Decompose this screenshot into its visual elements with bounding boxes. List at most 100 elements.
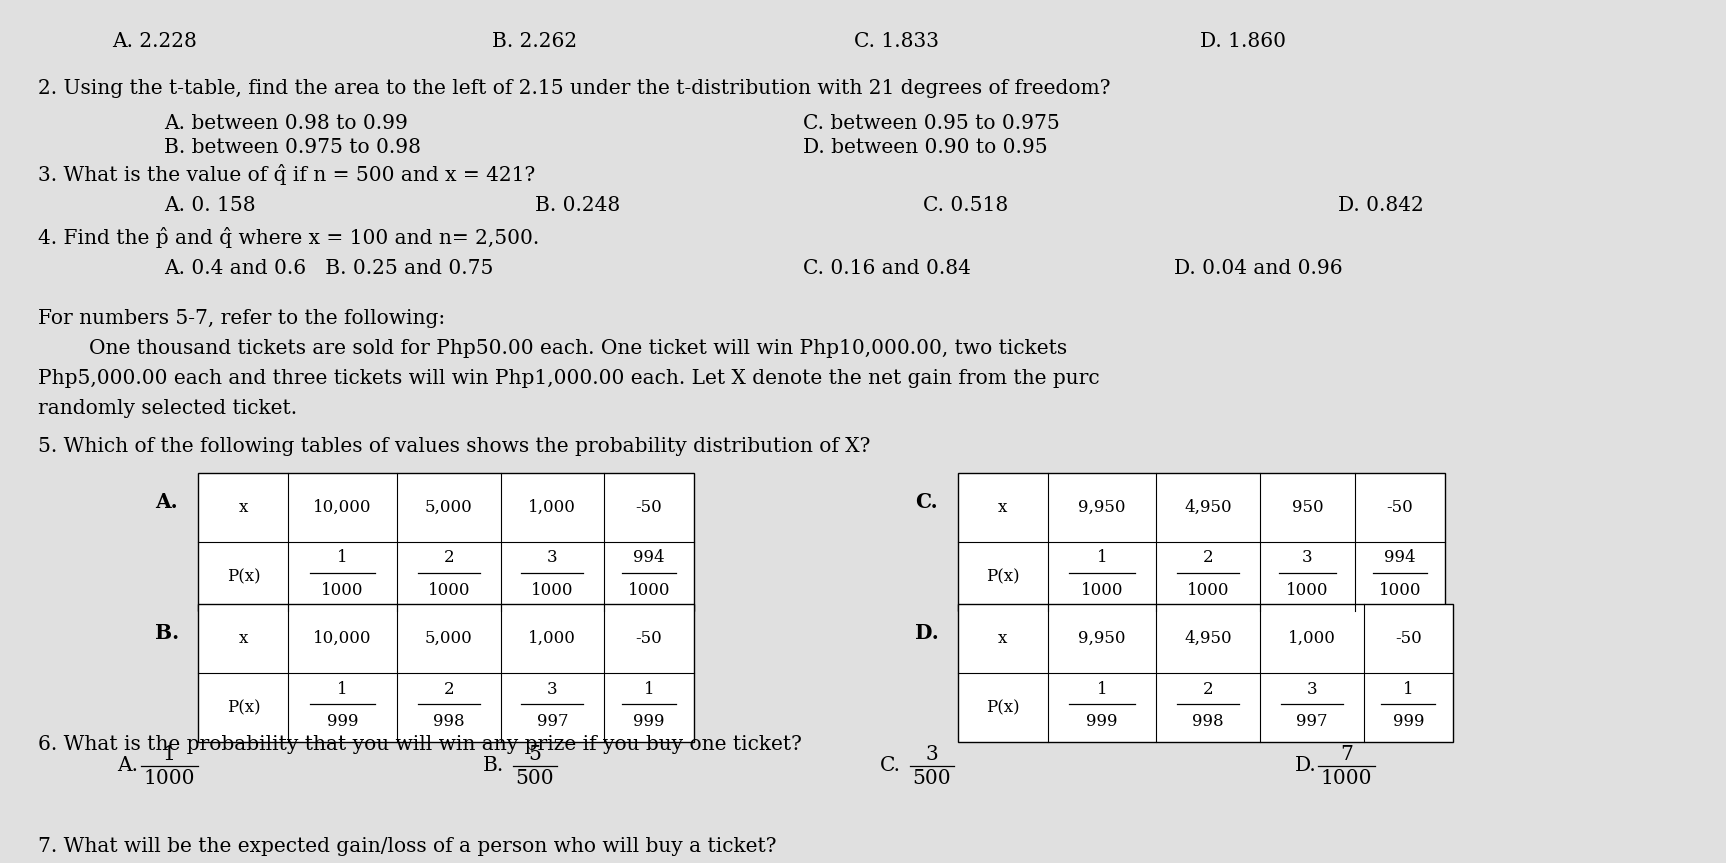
Text: 1000: 1000 [1320, 769, 1372, 788]
Text: A. 0.4 and 0.6   B. 0.25 and 0.75: A. 0.4 and 0.6 B. 0.25 and 0.75 [164, 259, 494, 278]
Text: x: x [238, 630, 249, 647]
Text: 999: 999 [633, 713, 665, 730]
Text: 1000: 1000 [143, 769, 195, 788]
Bar [198, 604, 694, 742]
Text: 3: 3 [1307, 681, 1317, 697]
Text: A. 0. 158: A. 0. 158 [164, 196, 255, 215]
Text: 1: 1 [1403, 681, 1414, 697]
Text: 5. Which of the following tables of values shows the probability distribution of: 5. Which of the following tables of valu… [38, 437, 870, 456]
Text: 1: 1 [337, 681, 349, 697]
Text: 1: 1 [337, 550, 349, 566]
Bar [198, 473, 694, 611]
Text: 1: 1 [1096, 550, 1108, 566]
Bar [958, 604, 1453, 742]
Text: 500: 500 [913, 769, 951, 788]
Text: x: x [238, 499, 249, 516]
Text: 998: 998 [1193, 713, 1224, 730]
Text: 9,950: 9,950 [1079, 630, 1125, 647]
Text: 500: 500 [516, 769, 554, 788]
Text: A. between 0.98 to 0.99: A. between 0.98 to 0.99 [164, 114, 407, 133]
Text: D. 0.04 and 0.96: D. 0.04 and 0.96 [1174, 259, 1343, 278]
Text: Php5,000.00 each and three tickets will win Php1,000.00 each. Let X denote the n: Php5,000.00 each and three tickets will … [38, 369, 1099, 387]
Text: 7: 7 [1339, 745, 1353, 764]
Text: 1000: 1000 [1080, 582, 1124, 599]
Text: P(x): P(x) [226, 568, 261, 585]
Text: 10,000: 10,000 [314, 630, 371, 647]
Text: B. 2.262: B. 2.262 [492, 32, 576, 51]
Text: 1: 1 [1096, 681, 1108, 697]
Text: 4. Find the p̂ and q̂ where x = 100 and n= 2,500.: 4. Find the p̂ and q̂ where x = 100 and … [38, 227, 539, 248]
Text: 9,950: 9,950 [1079, 499, 1125, 516]
Text: 997: 997 [537, 713, 568, 730]
Text: 3: 3 [1301, 550, 1313, 566]
Text: 950: 950 [1291, 499, 1324, 516]
Text: 7. What will be the expected gain/loss of a person who will buy a ticket?: 7. What will be the expected gain/loss o… [38, 837, 777, 856]
Text: P(x): P(x) [226, 699, 261, 716]
Text: 10,000: 10,000 [314, 499, 371, 516]
Text: 999: 999 [1393, 713, 1424, 730]
Text: C. 1.833: C. 1.833 [854, 32, 939, 51]
Text: One thousand tickets are sold for Php50.00 each. One ticket will win Php10,000.0: One thousand tickets are sold for Php50.… [38, 339, 1067, 358]
Text: For numbers 5-7, refer to the following:: For numbers 5-7, refer to the following: [38, 309, 445, 328]
Bar [958, 473, 1445, 611]
Text: B. 0.248: B. 0.248 [535, 196, 620, 215]
Text: A.: A. [117, 756, 138, 775]
Text: 1,000: 1,000 [528, 499, 576, 516]
Text: 5: 5 [528, 745, 542, 764]
Text: A. 2.228: A. 2.228 [112, 32, 197, 51]
Text: 999: 999 [1086, 713, 1118, 730]
Text: 1000: 1000 [321, 582, 364, 599]
Text: C. between 0.95 to 0.975: C. between 0.95 to 0.975 [803, 114, 1060, 133]
Text: 5,000: 5,000 [425, 630, 473, 647]
Text: 2: 2 [444, 550, 454, 566]
Text: 994: 994 [633, 550, 665, 566]
Text: randomly selected ticket.: randomly selected ticket. [38, 399, 297, 418]
Text: 1,000: 1,000 [528, 630, 576, 647]
Text: 3: 3 [547, 550, 557, 566]
Text: -50: -50 [1386, 499, 1414, 516]
Text: 999: 999 [326, 713, 359, 730]
Text: B. between 0.975 to 0.98: B. between 0.975 to 0.98 [164, 138, 421, 157]
Text: 6. What is the probability that you will win any prize if you buy one ticket?: 6. What is the probability that you will… [38, 735, 803, 754]
Text: -50: -50 [635, 499, 663, 516]
Text: A.: A. [155, 492, 178, 512]
Text: D. between 0.90 to 0.95: D. between 0.90 to 0.95 [803, 138, 1048, 157]
Text: D. 0.842: D. 0.842 [1338, 196, 1424, 215]
Text: D.: D. [915, 623, 939, 643]
Text: 5,000: 5,000 [425, 499, 473, 516]
Text: 1000: 1000 [1187, 582, 1229, 599]
Text: 1: 1 [162, 745, 176, 764]
Text: P(x): P(x) [986, 699, 1020, 716]
Text: 1000: 1000 [628, 582, 670, 599]
Text: 4,950: 4,950 [1184, 499, 1232, 516]
Text: P(x): P(x) [986, 568, 1020, 585]
Text: 1,000: 1,000 [1288, 630, 1336, 647]
Text: 2: 2 [1203, 550, 1213, 566]
Text: -50: -50 [635, 630, 663, 647]
Text: 1000: 1000 [1379, 582, 1420, 599]
Text: C.: C. [915, 492, 937, 512]
Text: 1000: 1000 [1286, 582, 1329, 599]
Text: 2. Using the t-table, find the area to the left of 2.15 under the t-distribution: 2. Using the t-table, find the area to t… [38, 79, 1110, 98]
Text: 1000: 1000 [532, 582, 573, 599]
Text: 998: 998 [433, 713, 464, 730]
Text: D.: D. [1294, 756, 1317, 775]
Text: 2: 2 [1203, 681, 1213, 697]
Text: 4,950: 4,950 [1184, 630, 1232, 647]
Text: 2: 2 [444, 681, 454, 697]
Text: B.: B. [483, 756, 504, 775]
Text: C.: C. [880, 756, 901, 775]
Text: 3: 3 [925, 745, 939, 764]
Text: 3. What is the value of q̂ if n = 500 and x = 421?: 3. What is the value of q̂ if n = 500 an… [38, 164, 535, 185]
Text: 3: 3 [547, 681, 557, 697]
Text: 994: 994 [1384, 550, 1415, 566]
Text: 997: 997 [1296, 713, 1327, 730]
Text: x: x [998, 499, 1008, 516]
Text: 1000: 1000 [428, 582, 469, 599]
Text: x: x [998, 630, 1008, 647]
Text: -50: -50 [1395, 630, 1422, 647]
Text: D. 1.860: D. 1.860 [1200, 32, 1286, 51]
Text: C. 0.518: C. 0.518 [923, 196, 1008, 215]
Text: 1: 1 [644, 681, 654, 697]
Text: B.: B. [155, 623, 180, 643]
